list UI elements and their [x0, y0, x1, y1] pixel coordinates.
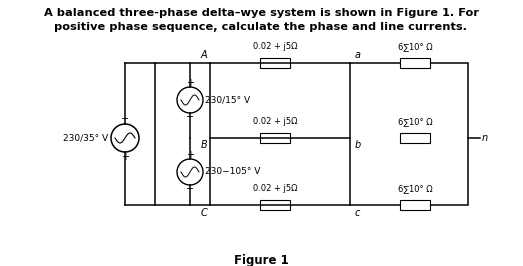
Bar — [260, 200, 290, 210]
Text: 0.02 + j5Ω: 0.02 + j5Ω — [253, 184, 297, 193]
Text: a: a — [355, 50, 361, 60]
Bar — [260, 133, 290, 143]
Bar — [155, 63, 210, 205]
Bar — [350, 63, 468, 205]
Text: 6∑10° Ω: 6∑10° Ω — [397, 42, 433, 51]
Text: b: b — [355, 140, 361, 150]
Text: 6∑10° Ω: 6∑10° Ω — [397, 184, 433, 193]
Text: +: + — [186, 150, 194, 160]
Text: −: − — [186, 112, 194, 122]
Text: 0.02 + j5Ω: 0.02 + j5Ω — [253, 117, 297, 126]
Text: 0.02 + j5Ω: 0.02 + j5Ω — [253, 42, 297, 51]
Text: c: c — [355, 208, 360, 218]
Text: A: A — [200, 50, 207, 60]
Text: −: − — [121, 114, 129, 124]
Text: 230∕15° V: 230∕15° V — [205, 95, 250, 105]
Text: C: C — [200, 208, 207, 218]
Text: +: + — [186, 78, 194, 88]
Text: B: B — [200, 140, 207, 150]
Text: 230−105° V: 230−105° V — [205, 168, 260, 177]
Bar — [400, 133, 430, 143]
Bar — [400, 200, 430, 210]
Text: positive phase sequence, calculate the phase and line currents.: positive phase sequence, calculate the p… — [54, 22, 468, 32]
Text: 6∑10° Ω: 6∑10° Ω — [397, 117, 433, 126]
Text: Figure 1: Figure 1 — [234, 254, 288, 266]
Bar — [400, 58, 430, 68]
Text: 230∕35° V: 230∕35° V — [63, 134, 108, 143]
Text: +: + — [121, 152, 129, 162]
Text: −: − — [186, 184, 194, 194]
Bar — [260, 58, 290, 68]
Text: A balanced three-phase delta–wye system is shown in Figure 1. For: A balanced three-phase delta–wye system … — [43, 8, 479, 18]
Text: n: n — [482, 133, 488, 143]
